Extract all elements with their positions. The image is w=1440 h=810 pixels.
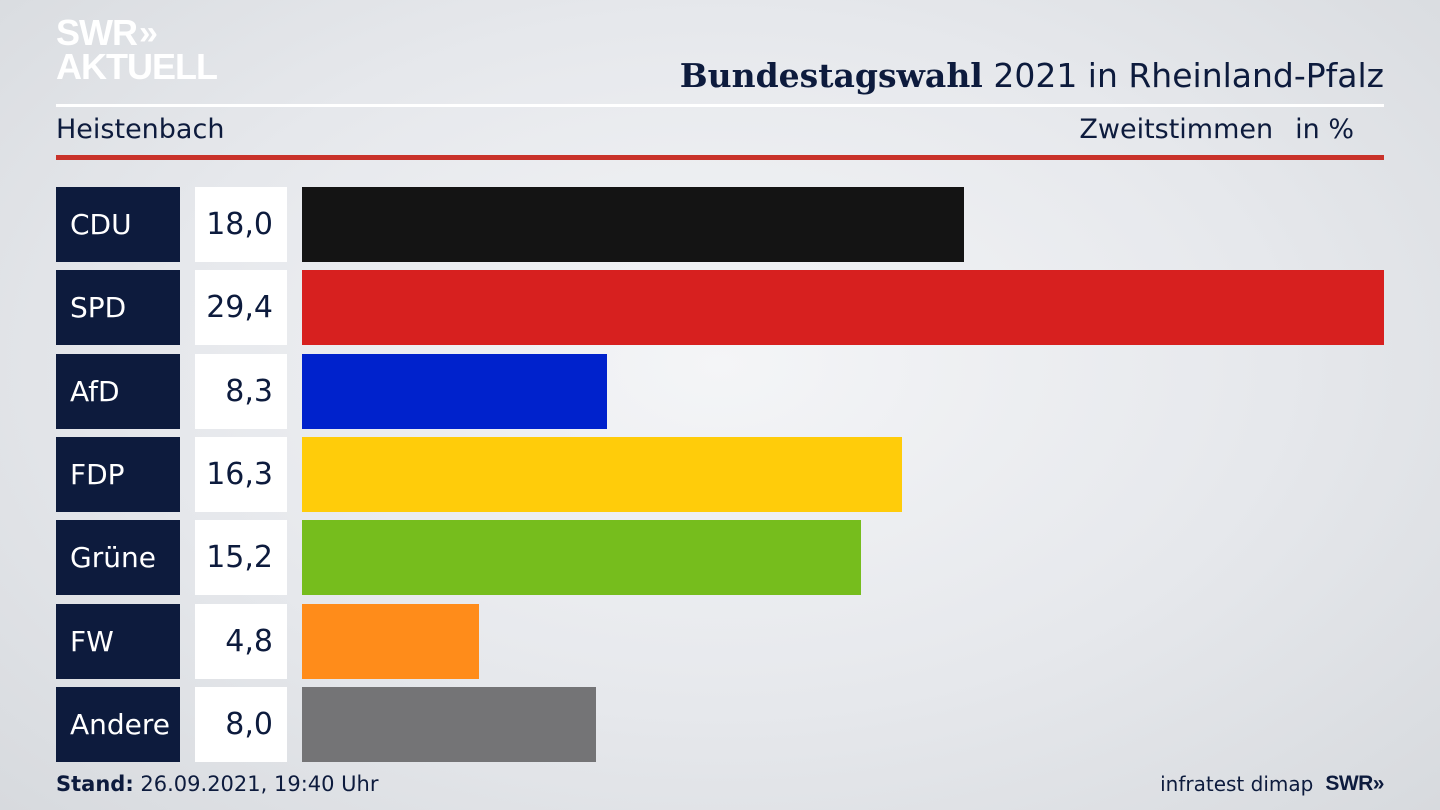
location-label: Heistenbach [56,114,225,145]
source-credit: infratest dimap SWR» [1160,772,1384,796]
bar [302,187,964,262]
value-label: 8,0 [195,686,287,762]
swr-footer-logo: SWR» [1325,772,1384,795]
party-label: Grüne [56,520,180,596]
chart-row: FW 4,8 [56,603,1384,679]
party-label: AfD [56,353,180,429]
party-label: FDP [56,436,180,512]
title-bold: Bundestagswahl [679,56,983,95]
chart-row: Andere 8,0 [56,686,1384,762]
party-label: SPD [56,270,180,346]
bar [302,520,861,596]
value-label: 15,2 [195,520,287,596]
bar [302,270,1384,346]
title-rest: 2021 in Rheinland-Pfalz [982,56,1384,95]
timestamp: Stand: 26.09.2021, 19:40 Uhr [56,772,379,796]
value-label: 18,0 [195,187,287,262]
measure-label: Zweitstimmen in % [1079,114,1354,145]
header-divider [56,104,1384,107]
swr-aktuell-logo: SWR» AKTUELL [56,12,218,87]
measure-unit: in % [1295,114,1354,145]
logo-text-aktuell: AKTUELL [56,46,218,87]
measure-name: Zweitstimmen [1079,114,1274,145]
chart-row: SPD 29,4 [56,270,1384,346]
source-label: infratest dimap [1160,772,1314,796]
value-label: 16,3 [195,436,287,512]
party-label: FW [56,603,180,679]
chart-row: CDU 18,0 [56,187,1384,262]
page-title: Bundestagswahl 2021 in Rheinland-Pfalz [680,56,1384,95]
logo-arrows-icon: » [139,14,158,52]
party-label: Andere [56,686,180,762]
value-label: 4,8 [195,603,287,679]
value-label: 8,3 [195,353,287,429]
bar [302,603,479,679]
bar [302,353,607,429]
logo-text-swr: SWR [56,12,138,53]
value-label: 29,4 [195,270,287,346]
stand-label: Stand: [56,772,134,796]
accent-divider [56,155,1384,160]
chart-row: AfD 8,3 [56,353,1384,429]
bar [302,686,596,762]
chart-row: FDP 16,3 [56,436,1384,512]
chart-row: Grüne 15,2 [56,520,1384,596]
bar [302,436,902,512]
stand-value: 26.09.2021, 19:40 Uhr [133,772,379,796]
party-label: CDU [56,187,180,262]
